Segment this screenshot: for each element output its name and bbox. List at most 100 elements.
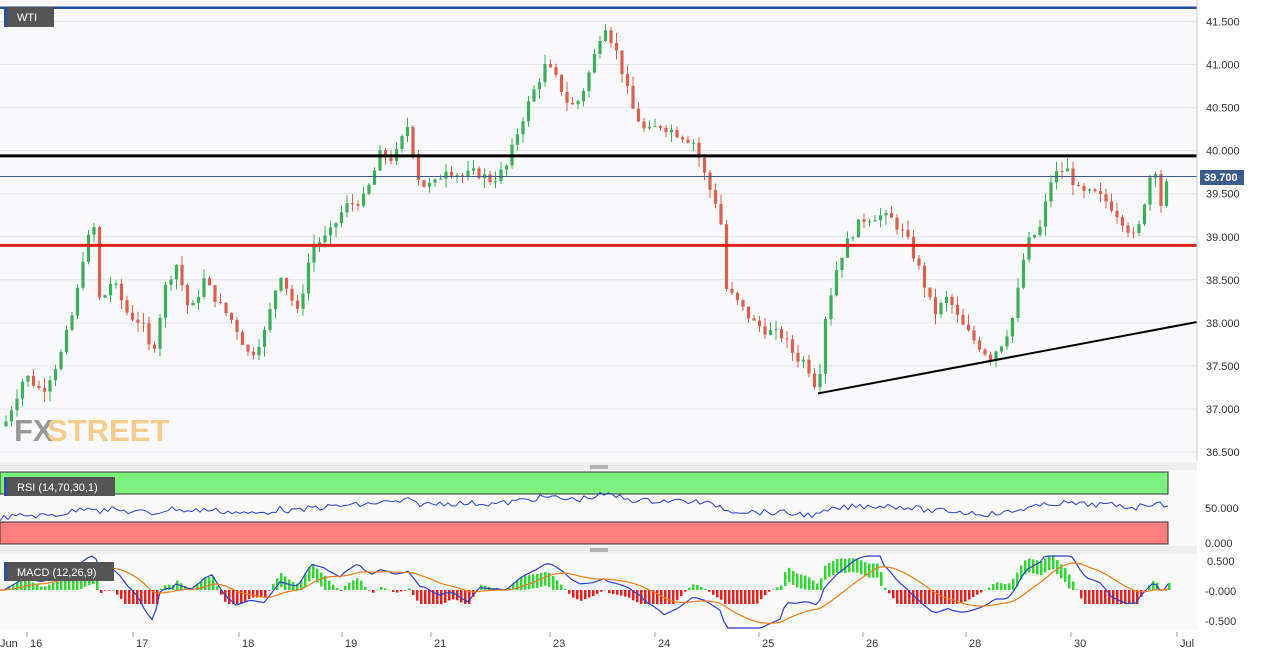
candle: [587, 70, 591, 97]
macd-histogram-bar: [1132, 590, 1135, 604]
candle-body: [779, 329, 784, 339]
candle: [735, 291, 740, 305]
price-tick-label: 39.500: [1206, 189, 1240, 201]
candle: [75, 284, 80, 320]
macd-histogram-bar: [632, 590, 635, 601]
candle-body: [345, 203, 349, 213]
candle: [895, 214, 899, 235]
macd-histogram-bar: [672, 590, 675, 604]
macd-histogram-bar: [596, 590, 599, 594]
candle-body: [1148, 177, 1152, 205]
candle: [862, 213, 866, 229]
candle: [488, 170, 492, 186]
price-grid: [0, 21, 1197, 453]
candle-body: [537, 82, 542, 90]
watermark-street: STREET: [47, 413, 169, 448]
candle: [988, 351, 993, 366]
macd-histogram-bar: [12, 584, 15, 590]
candle-body: [416, 154, 421, 181]
macd-histogram-bar: [184, 585, 187, 590]
macd-histogram-bar: [100, 590, 103, 593]
macd-histogram-bar: [780, 585, 783, 590]
candle-body: [906, 229, 910, 237]
candle-body: [1065, 168, 1070, 172]
candle-body: [1142, 204, 1147, 225]
macd-histogram-bar: [724, 590, 727, 604]
macd-histogram-bar: [604, 589, 607, 591]
macd-histogram-bar: [572, 590, 575, 598]
candle: [906, 220, 910, 240]
macd-histogram-bar: [1136, 590, 1139, 604]
macd-histogram-bar: [60, 580, 63, 590]
price-tick-label: 38.500: [1206, 275, 1240, 287]
candle: [251, 346, 256, 360]
candle: [455, 172, 459, 184]
macd-histogram-bar: [372, 590, 375, 593]
macd-histogram-bar: [360, 580, 363, 590]
macd-histogram-bar: [620, 590, 623, 596]
candle: [889, 205, 894, 218]
candle-body: [339, 212, 344, 224]
horizontal-levels: [0, 6, 1197, 247]
candle-body: [295, 300, 300, 309]
candle: [636, 102, 641, 123]
candle-body: [262, 329, 267, 347]
candle-body: [1010, 318, 1015, 337]
candle-body: [972, 330, 976, 341]
candle-body: [4, 421, 8, 427]
ascending-trendline[interactable]: [817, 321, 1198, 395]
candle: [966, 314, 971, 332]
candle-body: [438, 178, 443, 180]
candle: [400, 134, 404, 153]
macd-histogram-bar: [324, 575, 327, 590]
candle-body: [1153, 174, 1158, 178]
candle-body: [592, 53, 597, 73]
macd-histogram-bar: [824, 565, 827, 580]
candle-body: [521, 121, 525, 135]
macd-histogram-bar: [464, 590, 467, 604]
macd-histogram-bar: [676, 590, 679, 601]
candle: [4, 415, 8, 428]
macd-histogram-bar: [104, 590, 107, 591]
candle-body: [1104, 194, 1108, 202]
macd-histogram-bar: [280, 573, 283, 588]
macd-histogram-bar: [932, 590, 935, 604]
macd-histogram-bar: [416, 590, 419, 601]
macd-histogram-bar: [268, 590, 271, 591]
macd-histogram-bar: [636, 590, 639, 603]
macd-histogram-bar: [860, 560, 863, 575]
candle-body: [724, 224, 729, 290]
candle-body: [224, 302, 228, 314]
candle-body: [471, 168, 476, 171]
date-label: 26: [866, 638, 878, 650]
candle: [614, 33, 619, 60]
macd-splitter[interactable]: [0, 546, 1197, 554]
macd-histogram-bar: [660, 590, 663, 604]
macd-histogram-bar: [656, 590, 659, 604]
macd-label: MACD (12,26,9): [17, 567, 96, 579]
candle-body: [449, 171, 454, 176]
macd-histogram-bar: [924, 590, 927, 604]
candle-body: [873, 220, 877, 222]
candle: [1010, 317, 1015, 343]
macd-histogram-bar: [1168, 582, 1171, 590]
watermark-fx: FX: [14, 413, 54, 448]
macd-histogram-bar: [68, 577, 71, 590]
macd-histogram-bar: [40, 586, 43, 590]
macd-histogram-bar: [968, 590, 971, 600]
candle-body: [1098, 191, 1103, 195]
candle: [268, 302, 272, 333]
macd-histogram-bar: [756, 590, 759, 604]
date-label: 16: [30, 638, 42, 650]
candle: [328, 220, 333, 244]
candle-body: [1082, 185, 1086, 191]
candle-body: [994, 351, 998, 361]
candle-body: [790, 339, 795, 353]
candle: [1082, 183, 1086, 198]
candle-body: [48, 380, 52, 392]
candle: [680, 135, 685, 143]
macd-histogram-bar: [1008, 583, 1011, 590]
candle-body: [1126, 225, 1130, 233]
candle: [741, 299, 745, 311]
